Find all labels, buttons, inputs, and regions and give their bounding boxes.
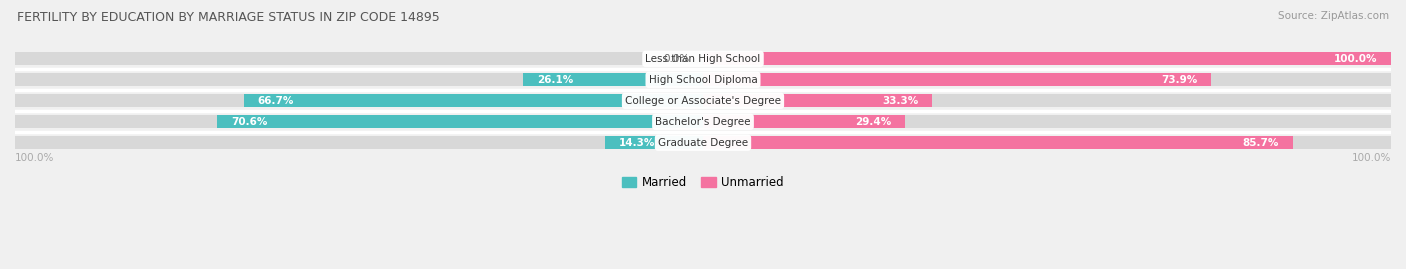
Text: College or Associate's Degree: College or Associate's Degree	[626, 96, 780, 106]
Bar	[703, 136, 1292, 149]
Bar	[605, 136, 703, 149]
Text: FERTILITY BY EDUCATION BY MARRIAGE STATUS IN ZIP CODE 14895: FERTILITY BY EDUCATION BY MARRIAGE STATU…	[17, 11, 440, 24]
Text: 70.6%: 70.6%	[231, 117, 267, 127]
Bar	[15, 52, 703, 65]
Text: 0.0%: 0.0%	[664, 54, 689, 64]
Legend: Married, Unmarried: Married, Unmarried	[621, 176, 785, 189]
Bar	[218, 115, 703, 128]
Text: 33.3%: 33.3%	[882, 96, 918, 106]
Text: Graduate Degree: Graduate Degree	[658, 138, 748, 148]
Bar	[703, 94, 932, 107]
Bar	[245, 94, 703, 107]
Bar	[15, 94, 703, 107]
Text: Source: ZipAtlas.com: Source: ZipAtlas.com	[1278, 11, 1389, 21]
Bar	[15, 115, 703, 128]
Bar	[703, 73, 1212, 86]
Bar	[703, 52, 1391, 65]
Text: 73.9%: 73.9%	[1161, 75, 1198, 85]
Bar	[703, 115, 905, 128]
Text: 29.4%: 29.4%	[855, 117, 891, 127]
Bar	[703, 94, 1391, 107]
Text: 85.7%: 85.7%	[1243, 138, 1279, 148]
Text: 100.0%: 100.0%	[1351, 153, 1391, 163]
Text: 66.7%: 66.7%	[257, 96, 294, 106]
Text: 14.3%: 14.3%	[619, 138, 655, 148]
Bar	[703, 52, 1391, 65]
Text: 26.1%: 26.1%	[537, 75, 574, 85]
Bar	[703, 73, 1391, 86]
Bar	[15, 73, 703, 86]
Text: 100.0%: 100.0%	[1334, 54, 1378, 64]
Text: Bachelor's Degree: Bachelor's Degree	[655, 117, 751, 127]
Text: Less than High School: Less than High School	[645, 54, 761, 64]
Bar	[703, 115, 1391, 128]
Bar	[15, 136, 703, 149]
Text: 100.0%: 100.0%	[15, 153, 55, 163]
Bar	[523, 73, 703, 86]
Bar	[703, 136, 1391, 149]
Text: High School Diploma: High School Diploma	[648, 75, 758, 85]
